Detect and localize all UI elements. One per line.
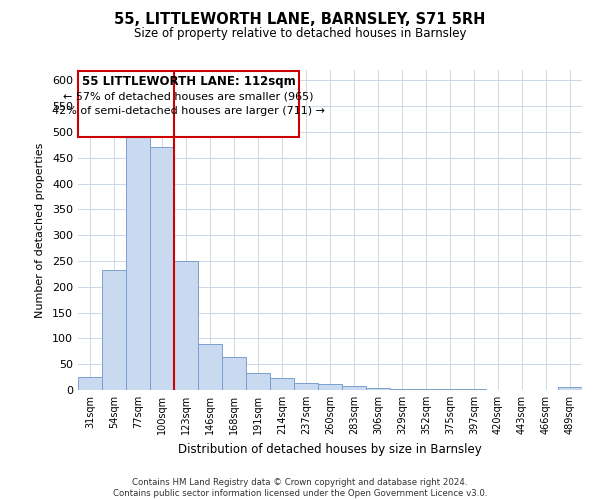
Text: Size of property relative to detached houses in Barnsley: Size of property relative to detached ho… — [134, 28, 466, 40]
Bar — [126, 137, 150, 390]
Text: ← 57% of detached houses are smaller (965): ← 57% of detached houses are smaller (96… — [63, 92, 314, 102]
Text: Contains HM Land Registry data © Crown copyright and database right 2024.
Contai: Contains HM Land Registry data © Crown c… — [113, 478, 487, 498]
Bar — [294, 383, 318, 390]
Bar — [198, 344, 222, 390]
Bar — [558, 388, 582, 390]
FancyBboxPatch shape — [78, 71, 299, 137]
Text: 42% of semi-detached houses are larger (711) →: 42% of semi-detached houses are larger (… — [52, 106, 325, 116]
Bar — [342, 386, 366, 390]
Y-axis label: Number of detached properties: Number of detached properties — [35, 142, 45, 318]
Bar — [102, 270, 126, 390]
Bar — [246, 374, 270, 390]
X-axis label: Distribution of detached houses by size in Barnsley: Distribution of detached houses by size … — [178, 442, 482, 456]
Text: 55, LITTLEWORTH LANE, BARNSLEY, S71 5RH: 55, LITTLEWORTH LANE, BARNSLEY, S71 5RH — [115, 12, 485, 28]
Bar — [174, 261, 198, 390]
Bar — [390, 389, 414, 390]
Bar — [78, 376, 102, 390]
Bar — [150, 148, 174, 390]
Bar — [318, 384, 342, 390]
Text: 55 LITTLEWORTH LANE: 112sqm: 55 LITTLEWORTH LANE: 112sqm — [82, 75, 295, 88]
Bar — [270, 378, 294, 390]
Bar — [222, 358, 246, 390]
Bar — [366, 388, 390, 390]
